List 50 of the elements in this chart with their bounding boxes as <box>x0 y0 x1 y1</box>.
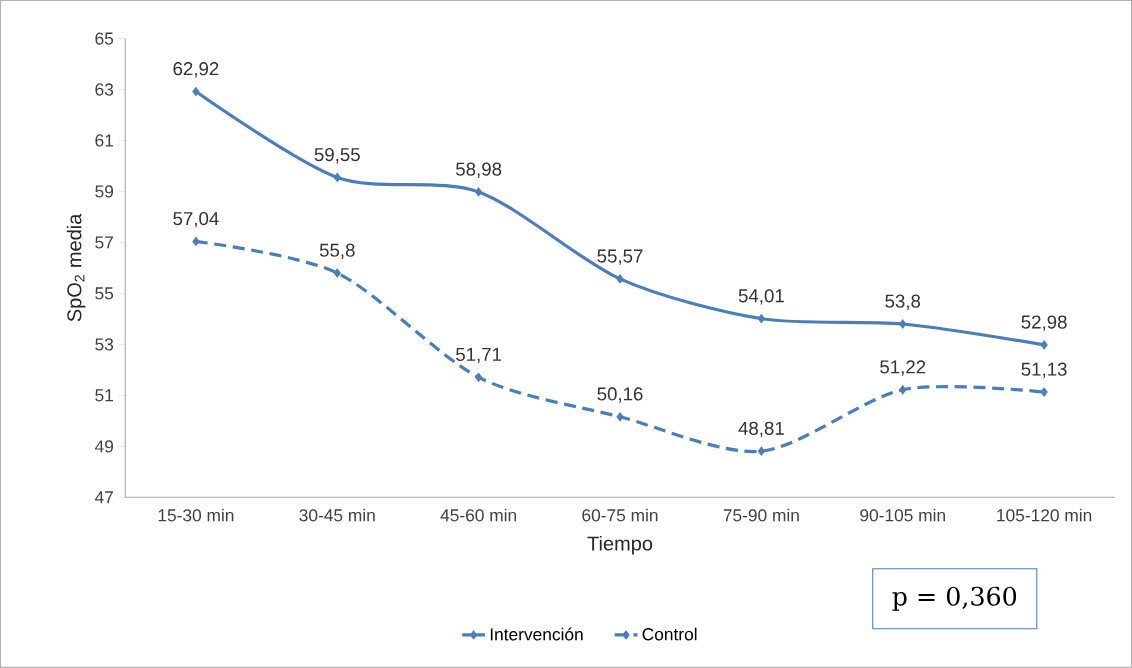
x-tick-label: 45-60 min <box>440 508 517 522</box>
data-label: 51,22 <box>880 360 926 376</box>
point <box>757 446 765 456</box>
data-label: 50,16 <box>597 387 643 403</box>
text: p = 0,360 <box>892 586 1017 611</box>
data-label: 59,55 <box>314 148 360 164</box>
data-label: 48,81 <box>738 421 784 438</box>
data-label: 62,92 <box>173 62 219 78</box>
legend-label: Intervención <box>490 627 583 641</box>
y-tick-label: 59 <box>95 185 114 198</box>
y-tick-label: 47 <box>94 491 113 504</box>
y-tick-label: 49 <box>94 440 114 453</box>
y-tick-label: 53 <box>95 338 114 351</box>
y-tick-label: 51 <box>95 389 114 402</box>
data-label: 51,71 <box>456 348 502 364</box>
x-tick-label: 60-75 min <box>582 508 658 522</box>
point <box>475 372 483 382</box>
data-label: 53,8 <box>885 294 921 310</box>
data-label: 54,01 <box>738 289 784 305</box>
y-tick-label: 57 <box>95 236 113 249</box>
x-tick-label: 105-120 min <box>997 508 1092 522</box>
x-axis-title: Tiempo <box>587 535 653 555</box>
point <box>757 314 765 324</box>
x-tick-label: 75-90 min <box>723 508 799 522</box>
y-tick-label: 55 <box>95 287 114 300</box>
y-tick-label: 63 <box>95 83 114 96</box>
point <box>333 172 341 183</box>
data-label: 55,57 <box>597 249 643 265</box>
point <box>333 268 341 278</box>
x-tick-label: 30-45 min <box>299 508 375 522</box>
point <box>192 87 200 97</box>
point <box>616 412 624 422</box>
point <box>899 385 907 395</box>
point <box>192 236 200 247</box>
legend-label: Control <box>642 627 697 641</box>
data-label: 55,8 <box>319 243 355 260</box>
data-label: 58,98 <box>456 162 502 178</box>
point <box>616 274 624 284</box>
data-label: 51,13 <box>1021 362 1067 379</box>
point <box>1040 340 1048 350</box>
point <box>1040 387 1048 397</box>
y-tick-label: 65 <box>95 32 114 45</box>
y-tick-label: 61 <box>95 134 114 147</box>
x-tick-label: 90-105 min <box>860 508 945 522</box>
point <box>899 319 907 329</box>
y-axis-title: SpO$_{2}$ media <box>66 213 86 322</box>
point <box>475 187 483 197</box>
data-label: 52,98 <box>1021 315 1067 331</box>
x-tick-label: 15-30 min <box>158 508 234 522</box>
data-label: 57,04 <box>173 211 219 228</box>
